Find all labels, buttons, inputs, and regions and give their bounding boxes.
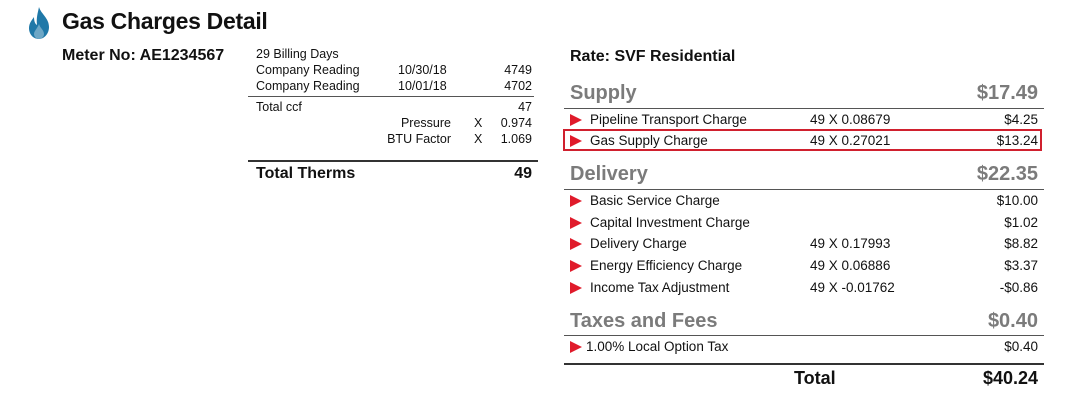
flame-icon: [29, 7, 49, 39]
btu-row: BTU Factor X 1.069: [256, 131, 534, 147]
multiply-sign: X: [474, 116, 483, 130]
total-label: Total: [794, 368, 836, 388]
charge-line-highlighted: Gas Supply Charge 49 X 0.27021 $13.24: [570, 131, 1040, 151]
charge-description: Pipeline Transport Charge: [590, 112, 747, 127]
multiply-sign: X: [474, 132, 483, 146]
charge-calculation: 49 X -0.01762: [810, 280, 895, 295]
billing-days-row: 29 Billing Days: [256, 46, 534, 62]
total-amount: $40.24: [982, 368, 1038, 388]
billing-days: 29 Billing Days: [256, 47, 339, 61]
reading-label: Company Reading: [256, 79, 360, 93]
meter-number: Meter No: AE1234567: [62, 47, 225, 64]
reading-date: 10/01/18: [398, 79, 447, 93]
section-title-taxes: Taxes and Fees: [570, 310, 718, 332]
arrow-right-icon: [570, 114, 582, 126]
arrow-right-icon: [570, 195, 582, 207]
total-ccf-value: 47: [518, 100, 532, 114]
btu-label: BTU Factor: [387, 132, 451, 146]
charge-amount: $4.25: [1004, 112, 1038, 127]
highlight-box: [563, 129, 1042, 151]
divider: [248, 160, 538, 162]
total-therms-value: 49: [514, 165, 532, 182]
reading-value: 4702: [504, 79, 532, 93]
charge-line: Capital Investment Charge $1.02: [570, 213, 1040, 233]
charge-amount: $10.00: [996, 193, 1038, 208]
section-total-supply: $17.49: [976, 82, 1038, 104]
charge-line: Energy Efficiency Charge 49 X 0.06886 $3…: [570, 256, 1040, 276]
divider: [564, 363, 1044, 365]
charge-description: Energy Efficiency Charge: [590, 258, 743, 273]
arrow-right-icon: [570, 282, 582, 294]
btu-value: 1.069: [500, 132, 532, 146]
section-total-delivery: $22.35: [976, 163, 1038, 185]
charge-line: Pipeline Transport Charge 49 X 0.08679 $…: [570, 110, 1040, 130]
charge-amount: $0.40: [1004, 339, 1038, 354]
total-ccf-row: Total ccf 47: [256, 99, 534, 115]
charge-line: Income Tax Adjustment 49 X -0.01762 -$0.…: [570, 278, 1040, 298]
charge-line: 1.00% Local Option Tax $0.40: [570, 337, 1040, 357]
reading-date: 10/30/18: [398, 63, 447, 77]
reading-value: 4749: [504, 63, 532, 77]
reading-row: Company Reading 10/30/18 4749: [256, 62, 534, 78]
charge-description: Delivery Charge: [590, 236, 687, 251]
charge-amount: $1.02: [1004, 215, 1038, 230]
section-title-supply: Supply: [570, 82, 637, 104]
arrow-right-icon: [570, 135, 582, 147]
charge-calculation: 49 X 0.17993: [810, 236, 891, 251]
arrow-right-icon: [570, 238, 582, 250]
divider: [248, 96, 534, 97]
charge-description: Basic Service Charge: [590, 193, 720, 208]
pressure-label: Pressure: [400, 116, 451, 130]
arrow-right-icon: [570, 260, 582, 272]
total-therms-label: Total Therms: [256, 165, 356, 182]
charge-amount: $3.37: [1004, 258, 1038, 273]
charge-calculation: 49 X 0.08679: [810, 112, 891, 127]
charge-amount: $8.82: [1004, 236, 1038, 251]
total-ccf-label: Total ccf: [256, 100, 302, 114]
charge-amount: -$0.86: [999, 280, 1038, 295]
charge-description: Gas Supply Charge: [590, 133, 708, 148]
section-total-taxes: $0.40: [987, 310, 1038, 332]
charge-calculation: 49 X 0.06886: [810, 258, 891, 273]
section-title-delivery: Delivery: [570, 163, 648, 185]
page-title: Gas Charges Detail: [62, 8, 268, 34]
divider: [564, 189, 1044, 190]
arrow-right-icon: [570, 217, 582, 229]
charge-line: Basic Service Charge $10.00: [570, 191, 1040, 211]
charge-line: Delivery Charge 49 X 0.17993 $8.82: [570, 234, 1040, 254]
divider: [564, 335, 1044, 336]
arrow-right-icon: [570, 341, 582, 353]
reading-label: Company Reading: [256, 63, 360, 77]
pressure-row: Pressure X 0.974: [256, 115, 534, 131]
charge-amount: $13.24: [996, 133, 1038, 148]
usage-readings: 29 Billing Days Company Reading 10/30/18…: [248, 46, 534, 147]
pressure-value: 0.974: [500, 116, 532, 130]
rate-label: Rate: SVF Residential: [570, 48, 736, 65]
charge-calculation: 49 X 0.27021: [810, 133, 891, 148]
charge-description: 1.00% Local Option Tax: [586, 339, 729, 354]
divider: [564, 108, 1044, 109]
charge-description: Income Tax Adjustment: [590, 280, 730, 295]
reading-row: Company Reading 10/01/18 4702: [256, 78, 534, 94]
charge-description: Capital Investment Charge: [590, 215, 750, 230]
